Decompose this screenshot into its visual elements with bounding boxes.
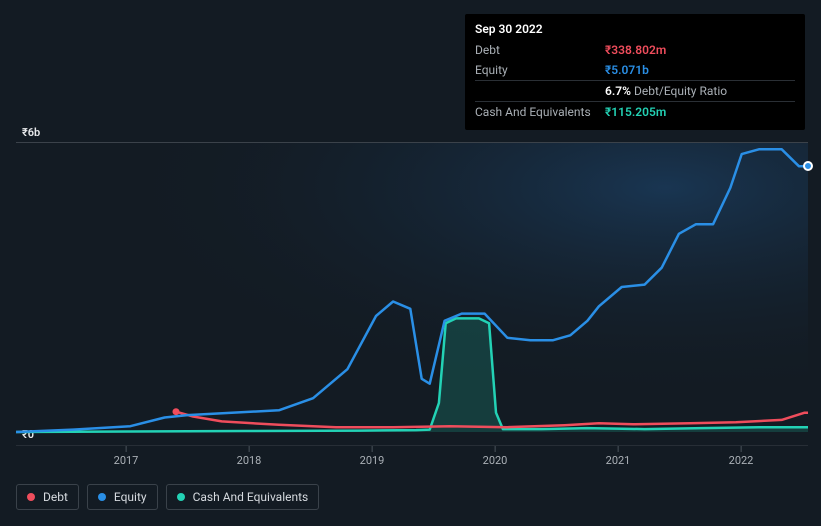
tooltip-row-cash: Cash And Equivalents ₹115.205m — [475, 102, 795, 123]
legend-label: Cash And Equivalents — [193, 490, 309, 504]
tooltip-debt-label: Debt — [475, 40, 605, 60]
legend-label: Equity — [114, 490, 147, 504]
tooltip-cash-label: Cash And Equivalents — [475, 102, 605, 123]
x-tick: 2021 — [606, 454, 631, 467]
x-tick: 2022 — [729, 454, 754, 467]
tooltip-date: Sep 30 2022 — [475, 22, 795, 40]
legend-label: Debt — [43, 490, 68, 504]
legend-item-cash[interactable]: Cash And Equivalents — [166, 484, 320, 510]
tooltip-equity-label: Equity — [475, 60, 605, 81]
tooltip-cash-value: ₹115.205m — [605, 102, 795, 123]
tooltip-ratio-label: Debt/Equity Ratio — [634, 84, 727, 98]
x-tick: 2018 — [237, 454, 262, 467]
legend: Debt Equity Cash And Equivalents — [16, 484, 319, 510]
chart-area[interactable] — [16, 142, 808, 446]
tooltip-row-debt: Debt ₹338.802m — [475, 40, 795, 60]
cash-dot-icon — [177, 493, 185, 501]
tooltip-equity-value: ₹5.071b — [605, 60, 795, 81]
debt-dot-icon — [27, 493, 35, 501]
legend-item-equity[interactable]: Equity — [87, 484, 158, 510]
hover-tooltip: Sep 30 2022 Debt ₹338.802m Equity ₹5.071… — [465, 14, 805, 130]
tooltip-ratio-value: 6.7% — [605, 84, 631, 98]
tooltip-row-equity: Equity ₹5.071b — [475, 60, 795, 81]
x-tick: 2017 — [114, 454, 139, 467]
hover-marker — [803, 161, 813, 171]
x-tick: 2020 — [483, 454, 508, 467]
tooltip-row-ratio: 6.7% Debt/Equity Ratio — [475, 81, 795, 102]
y-axis-top-label: ₹6b — [22, 126, 40, 139]
equity-dot-icon — [98, 493, 106, 501]
tooltip-debt-value: ₹338.802m — [605, 40, 795, 60]
legend-item-debt[interactable]: Debt — [16, 484, 79, 510]
tooltip-table: Debt ₹338.802m Equity ₹5.071b 6.7% Debt/… — [475, 40, 795, 122]
x-tick: 2019 — [360, 454, 385, 467]
